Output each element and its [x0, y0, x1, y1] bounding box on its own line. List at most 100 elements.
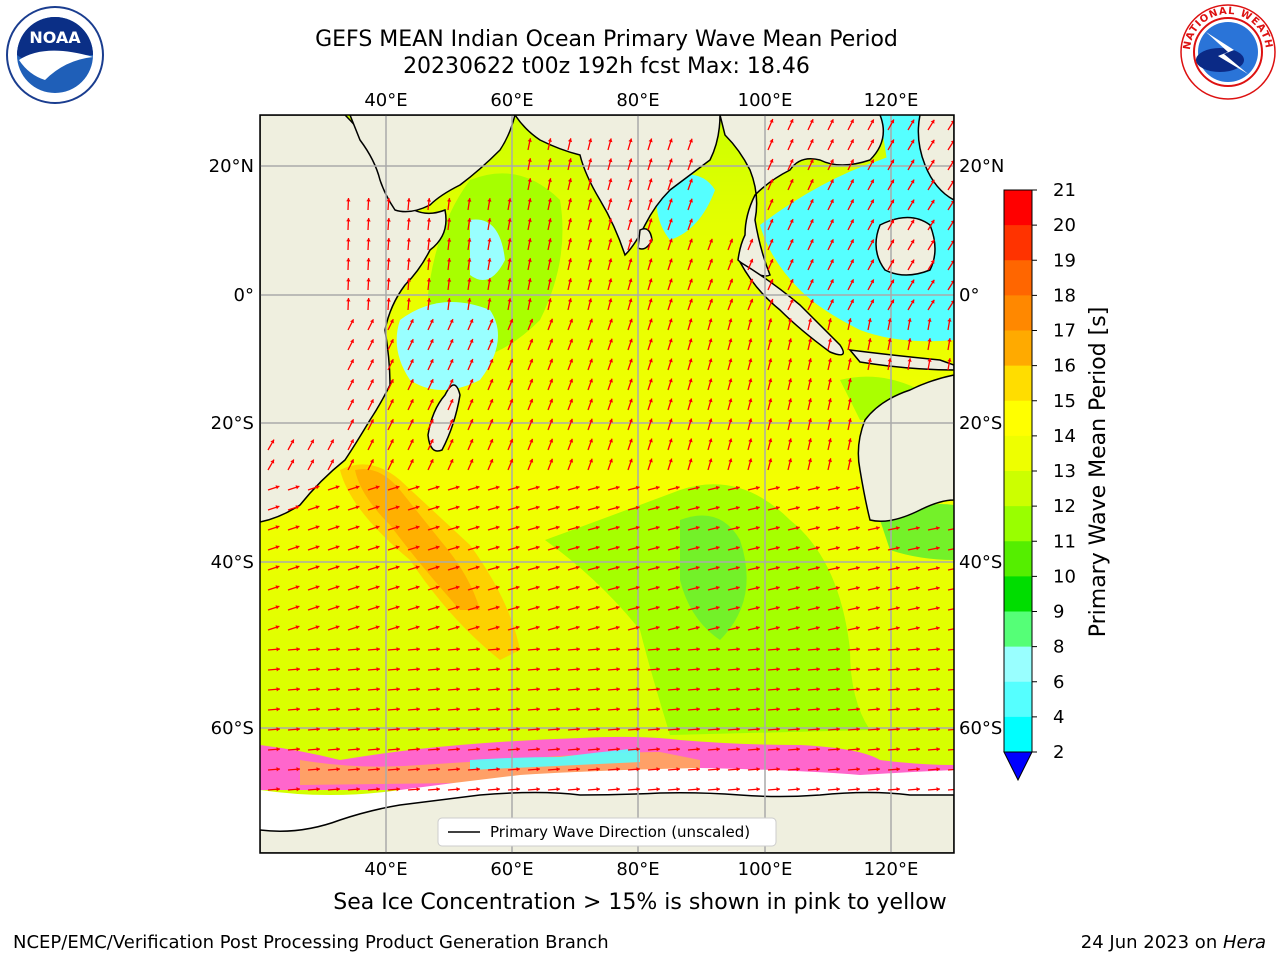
wave-arrow-head	[447, 238, 452, 242]
wave-arrow-head	[756, 707, 760, 712]
wave-arrow-head	[549, 378, 554, 383]
wave-arrow-head	[356, 647, 360, 652]
wave-arrow-head	[936, 687, 940, 692]
wave-arrow-head	[589, 418, 593, 423]
wave-arrow-head	[536, 747, 540, 752]
wave-arrow-head	[807, 418, 813, 423]
wave-arrow-head	[936, 546, 940, 551]
wave-arrow-head	[376, 687, 380, 692]
wave-arrow-head	[675, 505, 680, 510]
wave-arrow-head	[910, 219, 915, 224]
colorbar-segment	[1004, 260, 1032, 296]
wave-arrow-head	[735, 605, 740, 610]
wave-arrow-head	[788, 418, 793, 423]
wave-arrow-head	[850, 299, 854, 304]
wave-arrow-head	[696, 647, 700, 652]
wave-arrow-head	[836, 647, 840, 652]
wave-arrow-head	[836, 707, 840, 712]
wave-arrow-head	[635, 605, 640, 610]
wave-arrow-head	[847, 338, 852, 342]
wave-arrow-head	[809, 179, 814, 184]
wave-arrow-head	[876, 586, 880, 591]
wave-arrow-head	[668, 178, 673, 183]
wave-arrow-head	[608, 238, 613, 243]
wave-arrow-head	[588, 198, 593, 203]
wave-arrow-head	[296, 727, 300, 732]
wave-arrow-head	[850, 259, 854, 264]
colorbar-segment	[1004, 400, 1032, 437]
wave-arrow-head	[768, 378, 773, 383]
wave-arrow-head	[930, 179, 935, 184]
wave-arrow-head	[415, 505, 420, 510]
wave-arrow-head	[547, 158, 552, 162]
lat-label: 40°S	[211, 552, 254, 573]
wave-arrow-head	[756, 727, 760, 732]
wave-arrow-head	[376, 787, 380, 792]
wave-arrow-head	[896, 747, 900, 752]
wave-arrow-head	[346, 258, 351, 262]
wave-arrow-head	[386, 238, 391, 242]
wave-arrow-head	[695, 605, 700, 610]
wave-arrow-head	[507, 258, 512, 262]
wave-arrow-head	[429, 459, 434, 464]
wave-arrow-head	[576, 667, 580, 672]
wave-arrow-head	[567, 278, 573, 283]
wave-arrow-head	[856, 647, 860, 652]
wave-arrow-head	[527, 258, 532, 262]
wave-arrow-head	[589, 398, 593, 403]
wave-arrow-head	[827, 398, 832, 403]
wave-arrow-head	[406, 298, 411, 302]
wave-arrow-head	[596, 727, 600, 732]
wave-arrow-head	[496, 647, 500, 652]
wave-arrow-head	[529, 418, 534, 423]
wave-arrow-head	[688, 218, 693, 223]
wave-arrow-head	[556, 787, 560, 792]
wave-arrow-head	[529, 378, 534, 383]
wave-arrow-head	[535, 585, 540, 590]
map-legend: Primary Wave Direction (unscaled)	[437, 817, 777, 847]
wave-arrow-head	[556, 727, 560, 732]
wave-arrow-head	[608, 438, 613, 443]
wave-arrow-head	[870, 199, 874, 204]
wave-arrow-head	[728, 378, 733, 383]
wave-arrow-head	[456, 787, 460, 792]
wave-arrow-head	[729, 278, 734, 283]
wave-arrow-head	[569, 338, 574, 343]
wave-arrow-head	[389, 319, 394, 324]
wave-arrow-head	[930, 199, 935, 204]
wave-arrow-head	[809, 199, 814, 204]
australia	[857, 374, 954, 522]
wave-arrow-head	[507, 298, 512, 302]
wave-arrow-head	[395, 585, 400, 590]
wave-arrow-head	[827, 438, 832, 443]
wave-arrow-head	[529, 318, 534, 323]
wave-arrow-head	[447, 218, 452, 222]
wave-arrow-head	[829, 259, 834, 264]
wave-arrow-head	[275, 505, 280, 510]
wave-arrow-head	[788, 358, 793, 363]
wave-arrow-head	[447, 278, 452, 282]
wave-arrow-head	[769, 299, 774, 303]
wave-arrow-head	[756, 667, 760, 672]
lat-label: 40°S	[959, 552, 1002, 573]
wave-arrow-head	[648, 158, 653, 163]
wave-arrow-head	[916, 667, 920, 672]
wave-arrow-head	[487, 278, 492, 282]
wave-arrow-head	[569, 318, 574, 323]
wave-arrow-head	[608, 458, 613, 463]
wave-arrow-head	[856, 747, 860, 752]
wave-arrow-head	[847, 438, 852, 442]
wave-arrow-head	[916, 546, 920, 551]
wave-arrow-head	[436, 647, 440, 652]
wave-arrow-head	[549, 418, 554, 423]
wave-arrow-head	[656, 747, 660, 752]
wave-arrow-head	[870, 299, 874, 304]
wave-arrow-head	[336, 687, 340, 692]
wave-arrow	[947, 648, 954, 651]
wave-arrow-head	[827, 458, 832, 463]
wave-arrow-head	[936, 586, 940, 591]
wave-arrow-head	[847, 358, 852, 362]
wave-arrow-head	[715, 485, 720, 490]
wave-arrow-head	[708, 458, 713, 463]
wave-arrow-head	[809, 159, 814, 164]
